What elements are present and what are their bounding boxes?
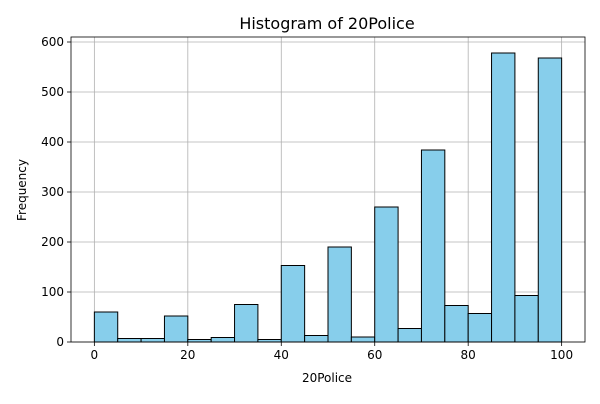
chart-title: Histogram of 20Police [239, 14, 414, 33]
histogram-bar [163, 315, 189, 343]
histogram-bar [140, 338, 165, 343]
histogram-bar [467, 313, 493, 343]
histogram-bar [304, 335, 329, 343]
x-tick-label: 80 [461, 348, 476, 362]
y-tick-label: 500 [41, 85, 64, 99]
y-tick-label: 300 [41, 185, 64, 199]
x-tick-label: 0 [91, 348, 99, 362]
x-tick-label: 20 [180, 348, 195, 362]
histogram-bar [234, 304, 259, 343]
y-tick-label: 100 [41, 285, 64, 299]
bars [93, 52, 563, 343]
histogram-bar [444, 305, 469, 343]
x-tick-label: 40 [274, 348, 289, 362]
histogram-bar [397, 328, 422, 343]
x-axis-ticks: 0 20 40 60 80 100 [91, 342, 573, 362]
histogram-bar [491, 52, 516, 343]
y-axis-label: Frequency [15, 159, 29, 221]
y-tick-label: 400 [41, 135, 64, 149]
x-tick-label: 60 [367, 348, 382, 362]
y-tick-label: 600 [41, 35, 64, 49]
histogram-bar [117, 338, 142, 343]
y-axis-ticks: 0 100 200 300 400 500 600 [41, 35, 71, 349]
histogram-bar [93, 311, 119, 343]
histogram-bar [210, 337, 236, 343]
y-tick-label: 0 [56, 335, 64, 349]
histogram-bar [514, 295, 539, 343]
x-tick-label: 100 [550, 348, 573, 362]
plot-frame [70, 36, 586, 343]
histogram-bar [374, 206, 399, 343]
histogram-bar [420, 149, 446, 343]
histogram-bar [537, 57, 563, 343]
y-tick-label: 200 [41, 235, 64, 249]
histogram-bar [327, 246, 352, 343]
histogram-bar [280, 265, 306, 343]
histogram-bar [350, 336, 376, 343]
x-axis-label: 20Police [302, 371, 352, 385]
